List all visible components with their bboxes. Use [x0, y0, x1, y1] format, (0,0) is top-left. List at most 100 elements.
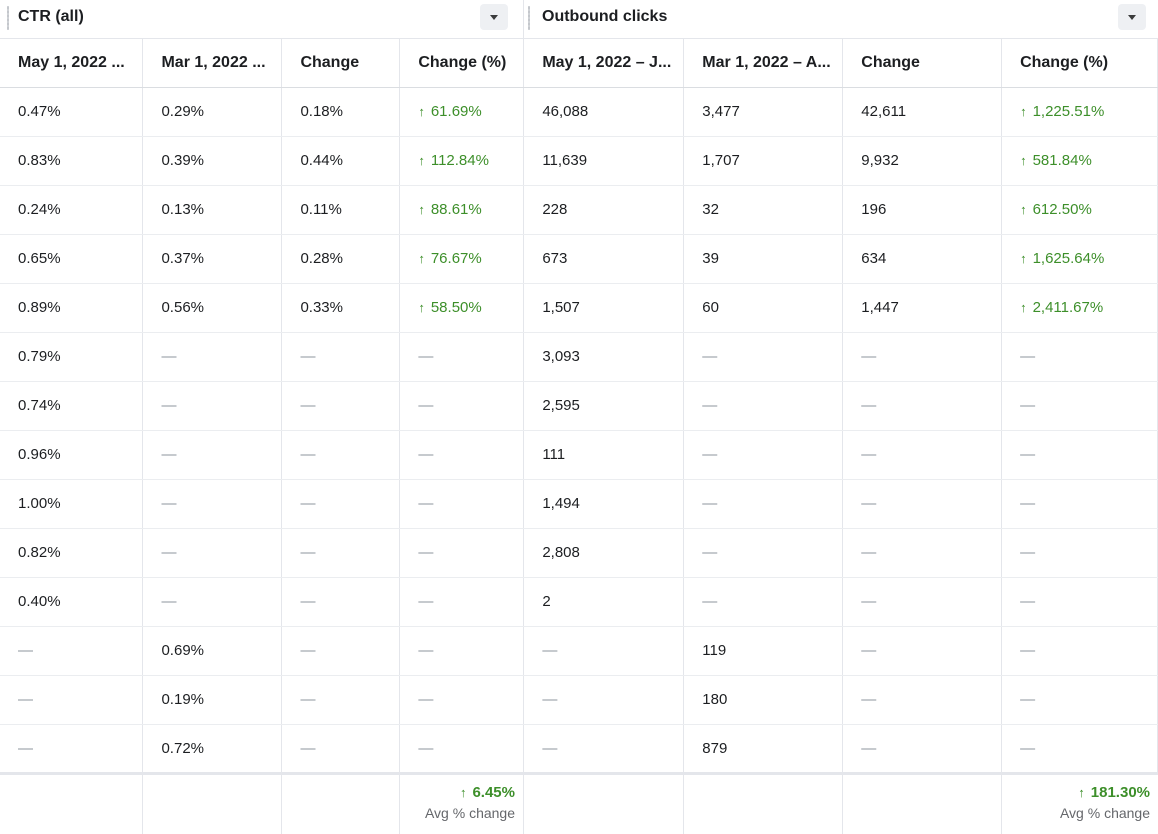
table-cell: —	[281, 724, 401, 775]
table-cell: —	[842, 724, 1003, 775]
table-cell: 0.24%	[0, 185, 144, 235]
arrow-up-icon: ↑	[1020, 300, 1027, 315]
table-cell: —	[842, 577, 1003, 627]
table-cell: ↑ 581.84%	[1001, 136, 1158, 186]
table-cell: —	[1001, 724, 1158, 775]
table-cell: —	[842, 479, 1003, 529]
table-cell: —	[281, 332, 401, 382]
table-cell: —	[1001, 430, 1158, 480]
group-ctr: CTR (all)	[0, 0, 523, 39]
table-cell: —	[683, 332, 844, 382]
col-header-clicks-change-pct[interactable]: Change (%)	[1001, 39, 1158, 88]
table-cell: —	[683, 381, 844, 431]
col-header-clicks-current[interactable]: May 1, 2022 – J...	[523, 39, 685, 88]
table-cell: ↑ 58.50%	[399, 283, 525, 333]
table-cell: ↑ 61.69%	[399, 87, 525, 137]
table-cell: —	[142, 332, 283, 382]
group-outbound-dropdown-button[interactable]	[1118, 4, 1146, 30]
table-cell: 2	[523, 577, 685, 627]
table-row: 1.00% — — —1,494— — —	[0, 479, 1158, 529]
ctr-avg-change-value: ↑ 6.45%	[459, 784, 515, 801]
table-row: —0.19% — — —180— —	[0, 675, 1158, 725]
summary-cell	[143, 770, 282, 834]
table-cell: 9,932	[842, 136, 1003, 186]
table-cell: ↑ 88.61%	[399, 185, 525, 235]
outbound-avg-change-value: ↑ 181.30%	[1078, 784, 1150, 801]
col-header-clicks-change[interactable]: Change	[842, 39, 1003, 88]
table-cell: —	[399, 528, 525, 578]
table-cell: 0.72%	[142, 724, 283, 775]
group-title-outbound-clicks: Outbound clicks	[542, 8, 668, 25]
arrow-up-icon: ↑	[418, 104, 425, 119]
table-row: 0.82% — — —2,808— — —	[0, 528, 1158, 578]
caret-down-icon	[1128, 14, 1136, 20]
table-row: —0.69% — — —119— —	[0, 626, 1158, 676]
table-cell: 0.69%	[142, 626, 283, 676]
table-cell: 0.83%	[0, 136, 144, 186]
table-cell: 0.96%	[0, 430, 144, 480]
table-cell: 2,808	[523, 528, 685, 578]
table-cell: 3,477	[683, 87, 844, 137]
arrow-up-icon: ↑	[459, 785, 467, 800]
table-cell: 42,611	[842, 87, 1003, 137]
summary-cell	[524, 770, 684, 834]
arrow-up-icon: ↑	[1020, 251, 1027, 266]
arrow-up-icon: ↑	[1020, 104, 1027, 119]
table-cell: —	[399, 675, 525, 725]
table-cell: 0.29%	[142, 87, 283, 137]
table-cell: —	[142, 430, 283, 480]
arrow-up-icon: ↑	[418, 202, 425, 217]
table-row: 0.89% 0.56% 0.33% ↑ 58.50% 1,507 60 1,447 ↑ 2,411…	[0, 283, 1158, 333]
table-cell: 0.18%	[281, 87, 401, 137]
table-cell: —	[142, 577, 283, 627]
arrow-up-icon: ↑	[1078, 785, 1085, 800]
table-cell: 0.47%	[0, 87, 144, 137]
caret-down-icon	[490, 14, 498, 20]
table-cell: 0.40%	[0, 577, 144, 627]
col-header-ctr-previous[interactable]: Mar 1, 2022 ...	[142, 39, 283, 88]
col-header-ctr-change-pct[interactable]: Change (%)	[399, 39, 525, 88]
arrow-up-icon: ↑	[1020, 202, 1027, 217]
summary-cell	[282, 770, 400, 834]
group-ctr-dropdown-button[interactable]	[480, 4, 508, 30]
table-cell: 0.33%	[281, 283, 401, 333]
arrow-up-icon: ↑	[418, 153, 425, 168]
table-cell: 0.74%	[0, 381, 144, 431]
table-cell: —	[1001, 577, 1158, 627]
table-cell: —	[281, 675, 401, 725]
table-cell: 46,088	[523, 87, 685, 137]
table-cell: —	[399, 724, 525, 775]
col-header-ctr-change[interactable]: Change	[281, 39, 401, 88]
table-cell: 0.39%	[142, 136, 283, 186]
ctr-avg-change-label: Avg % change	[424, 805, 515, 821]
table-cell: 0.28%	[281, 234, 401, 284]
summary-cell	[0, 770, 143, 834]
table-row: 0.96% — — —111— — —	[0, 430, 1158, 480]
col-header-clicks-previous[interactable]: Mar 1, 2022 – A...	[683, 39, 844, 88]
table-cell: 673	[523, 234, 685, 284]
table-cell: —	[842, 381, 1003, 431]
table-cell: 1,494	[523, 479, 685, 529]
table-row: 0.83% 0.39% 0.44% ↑ 112.84% 11,639 1,707 9,932 ↑…	[0, 136, 1158, 186]
col-header-ctr-current[interactable]: May 1, 2022 ...	[0, 39, 144, 88]
table-cell: 196	[842, 185, 1003, 235]
drag-handle-icon[interactable]	[528, 6, 530, 30]
table-cell: —	[842, 626, 1003, 676]
table-cell: —	[683, 479, 844, 529]
table-cell: 3,093	[523, 332, 685, 382]
table-row: 0.74% — — —2,595— — —	[0, 381, 1158, 431]
table-cell: —	[1001, 626, 1158, 676]
table-cell: —	[523, 626, 685, 676]
table-cell: 0.56%	[142, 283, 283, 333]
arrow-up-icon: ↑	[418, 300, 425, 315]
table-cell: —	[142, 528, 283, 578]
table-row: 0.79% — — —3,093— — —	[0, 332, 1158, 382]
outbound-avg-change-label: Avg % change	[1059, 805, 1150, 821]
table-cell: —	[399, 430, 525, 480]
table-cell: 0.44%	[281, 136, 401, 186]
table-cell: —	[1001, 479, 1158, 529]
drag-handle-icon[interactable]	[7, 6, 9, 30]
table-cell: —	[142, 479, 283, 529]
table-cell: —	[1001, 381, 1158, 431]
